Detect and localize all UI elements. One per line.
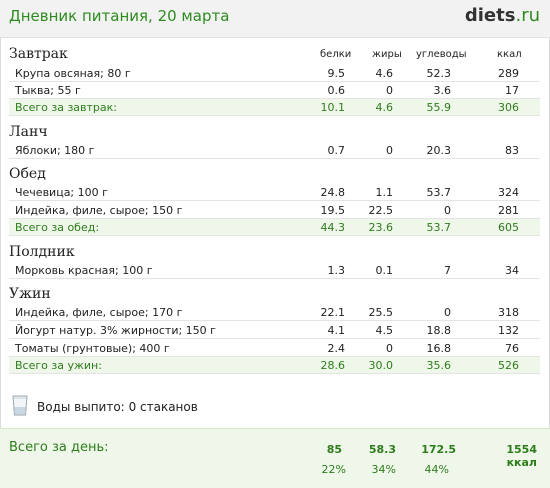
site-logo[interactable]: diets.ru <box>465 5 540 26</box>
carbs-value: 53.7 <box>426 221 452 234</box>
kcal-value: 605 <box>498 221 519 234</box>
kcal-value: 76 <box>505 342 519 355</box>
meal-title-breakfast: Завтрак <box>9 46 68 62</box>
day-protein-value: 85 <box>326 443 342 456</box>
fat-value: 0 <box>386 84 393 97</box>
day-total-panel: Всего за день: 85 58.3 172.5 1554 ккал 2… <box>0 428 550 488</box>
carbs-value: 20.3 <box>426 144 452 157</box>
kcal-value: 289 <box>498 67 519 80</box>
col-header-kcal: ккал <box>497 49 522 60</box>
day-fat-value: 58.3 <box>368 443 396 456</box>
fat-value: 4.5 <box>375 324 394 337</box>
col-header-fat: жиры <box>372 49 402 60</box>
food-name: Морковь красная; 100 г <box>15 264 153 277</box>
table-row[interactable]: Тыква; 55 г 0.6 0 3.6 17 <box>9 82 540 99</box>
protein-value: 44.3 <box>320 221 346 234</box>
water-label: Воды выпито: <box>37 400 125 414</box>
kcal-value: 34 <box>505 264 519 277</box>
logo-tld: .ru <box>515 5 540 26</box>
meal-title-lunch: Ланч <box>9 124 48 140</box>
carbs-value: 0 <box>444 306 451 319</box>
protein-value: 9.5 <box>327 67 346 80</box>
header-bar: Дневник питания, 20 марта diets.ru <box>0 0 550 38</box>
kcal-value: 83 <box>505 144 519 157</box>
protein-value: 22.1 <box>320 306 346 319</box>
day-carbs-value: 172.5 <box>421 443 456 456</box>
table-row[interactable]: Чечевица; 100 г 24.8 1.1 53.7 324 <box>9 184 540 201</box>
fat-value: 4.6 <box>375 101 394 114</box>
fat-value: 30.0 <box>368 359 394 372</box>
carbs-value: 55.9 <box>426 101 452 114</box>
protein-value: 0.7 <box>327 144 346 157</box>
fat-value: 25.5 <box>368 306 394 319</box>
logo-main: diets <box>464 5 516 26</box>
table-row[interactable]: Яблоки; 180 г 0.7 0 20.3 83 <box>9 142 540 159</box>
kcal-value: 318 <box>498 306 519 319</box>
day-protein-percent: 22% <box>321 463 346 476</box>
carbs-value: 35.6 <box>426 359 452 372</box>
kcal-value: 306 <box>498 101 519 114</box>
kcal-value: 132 <box>498 324 519 337</box>
carbs-value: 16.8 <box>426 342 452 355</box>
food-name: Яблоки; 180 г <box>15 144 95 157</box>
table-row[interactable]: Индейка, филе, сырое; 170 г 22.1 25.5 0 … <box>9 304 540 321</box>
protein-value: 19.5 <box>320 204 346 217</box>
meal-total-row: Всего за обед: 44.3 23.6 53.7 605 <box>9 219 540 236</box>
fat-value: 0 <box>386 144 393 157</box>
col-header-carbs: углеводы <box>416 49 467 60</box>
food-name: Тыква; 55 г <box>15 84 81 97</box>
protein-value: 0.6 <box>327 84 346 97</box>
protein-value: 2.4 <box>327 342 346 355</box>
kcal-value: 324 <box>498 186 519 199</box>
carbs-value: 53.7 <box>426 186 452 199</box>
table-row[interactable]: Индейка, филе, сырое; 150 г 19.5 22.5 0 … <box>9 202 540 219</box>
table-row[interactable]: Томаты (грунтовые); 400 г 2.4 0 16.8 76 <box>9 340 540 357</box>
kcal-value: 281 <box>498 204 519 217</box>
fat-value: 4.6 <box>375 67 394 80</box>
fat-value: 22.5 <box>368 204 394 217</box>
meal-title-supper: Ужин <box>9 286 51 302</box>
food-name: Индейка, филе, сырое; 150 г <box>15 204 183 217</box>
food-name: Крупа овсяная; 80 г <box>15 67 131 80</box>
meal-title-snack: Полдник <box>9 244 75 260</box>
day-total-label: Всего за день: <box>9 440 109 455</box>
table-row[interactable]: Йогурт натур. 3% жирности; 150 г 4.1 4.5… <box>9 322 540 339</box>
total-label: Всего за завтрак: <box>15 101 118 114</box>
fat-value: 0.1 <box>375 264 394 277</box>
kcal-value: 526 <box>498 359 519 372</box>
fat-value: 0 <box>386 342 393 355</box>
carbs-value: 52.3 <box>426 67 452 80</box>
carbs-value: 18.8 <box>426 324 452 337</box>
food-name: Томаты (грунтовые); 400 г <box>15 342 170 355</box>
food-name: Йогурт натур. 3% жирности; 150 г <box>15 324 216 337</box>
meal-total-row: Всего за завтрак: 10.1 4.6 55.9 306 <box>9 99 540 116</box>
carbs-value: 7 <box>444 264 451 277</box>
protein-value: 10.1 <box>320 101 346 114</box>
protein-value: 28.6 <box>320 359 346 372</box>
glass-icon[interactable] <box>12 395 28 416</box>
table-row[interactable]: Крупа овсяная; 80 г 9.5 4.6 52.3 289 <box>9 65 540 82</box>
fat-value: 1.1 <box>375 186 394 199</box>
day-kcal-value: 1554 ккал <box>506 443 537 469</box>
protein-value: 4.1 <box>327 324 346 337</box>
protein-value: 24.8 <box>320 186 346 199</box>
page-title: Дневник питания, 20 марта <box>9 7 230 25</box>
food-name: Чечевица; 100 г <box>15 186 108 199</box>
carbs-value: 0 <box>444 204 451 217</box>
total-label: Всего за обед: <box>15 221 100 234</box>
food-name: Индейка, филе, сырое; 170 г <box>15 306 183 319</box>
meal-title-dinner: Обед <box>9 166 46 182</box>
water-value: 0 стаканов <box>128 400 198 414</box>
kcal-value: 17 <box>505 84 519 97</box>
water-info: Воды выпито: 0 стаканов <box>37 400 198 414</box>
table-row[interactable]: Морковь красная; 100 г 1.3 0.1 7 34 <box>9 262 540 279</box>
total-label: Всего за ужин: <box>15 359 102 372</box>
day-carbs-percent: 44% <box>424 463 449 476</box>
fat-value: 23.6 <box>368 221 394 234</box>
carbs-value: 3.6 <box>433 84 452 97</box>
col-header-protein: белки <box>320 49 352 60</box>
day-fat-percent: 34% <box>371 463 396 476</box>
protein-value: 1.3 <box>327 264 346 277</box>
meal-total-row: Всего за ужин: 28.6 30.0 35.6 526 <box>9 357 540 374</box>
